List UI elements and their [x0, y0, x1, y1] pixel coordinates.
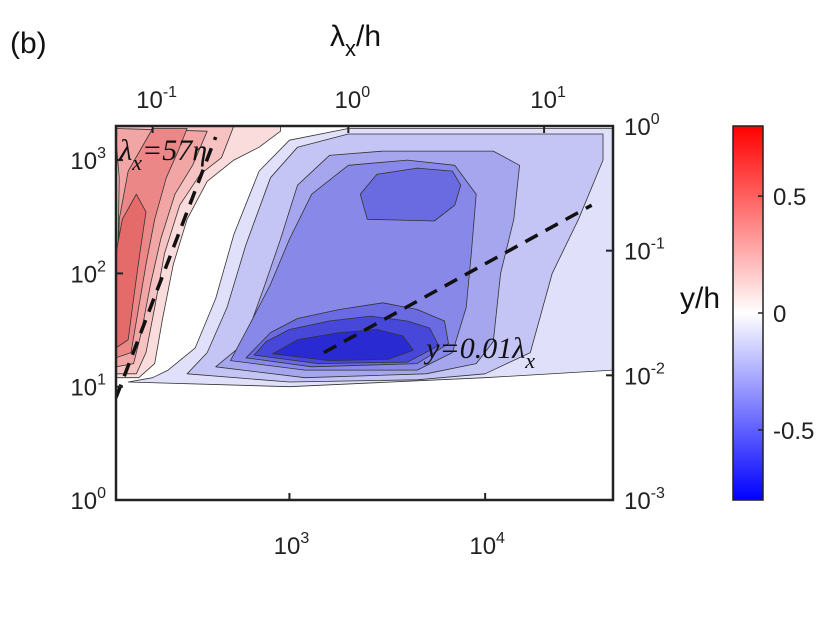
annotation-0: λx=57η [118, 134, 207, 175]
dashed-lines [116, 136, 593, 399]
right-tick-label-3-base: 10 [624, 114, 651, 141]
annotation-0-rest: =57η [142, 134, 207, 167]
plot-frame [114, 124, 615, 502]
colorbar-ticks: 0.5 0 -0.5 [758, 184, 814, 445]
top-tick-label-2: 101 [530, 84, 566, 114]
right-tick-label-3: 100 [624, 111, 660, 141]
colorbar-tick-label-2: -0.5 [773, 418, 814, 445]
top-axis-label-base: λ [330, 20, 345, 53]
right-tick-label-0-exp: -3 [651, 485, 665, 502]
top-axis-label-sub: x [345, 36, 356, 61]
dashed-line-0 [116, 136, 218, 399]
y-tick-label-3-exp: 3 [97, 145, 106, 162]
top-tick-label-0-exp: -1 [163, 84, 177, 101]
x-tick-label-0-base: 10 [274, 533, 301, 560]
top-tick-label-1: 100 [335, 84, 371, 114]
x-tick-label-0-exp: 3 [300, 530, 309, 547]
right-tick-label-1-base: 10 [624, 363, 651, 390]
top-tick-label-0-base: 10 [136, 87, 163, 114]
y-tick-label-0-base: 10 [70, 488, 97, 515]
annotation-1-base: y=0.01λ [423, 332, 525, 365]
y-tick-label-3: 103 [70, 145, 106, 175]
panel-label: (b) [10, 27, 47, 60]
right-axis-label: y/h [680, 282, 720, 315]
colorbar-tick-label-0: 0.5 [773, 184, 806, 211]
top-tick-label-2-base: 10 [530, 87, 557, 114]
top-tick-label-1-exp: 0 [361, 84, 370, 101]
x-tick-label-0: 103 [274, 530, 310, 560]
top-axis-label-rest: /h [356, 20, 381, 53]
annotation-1-sub: x [524, 348, 535, 373]
y-tick-label-0-exp: 0 [97, 485, 106, 502]
contour-bands [116, 126, 613, 388]
x-tick-label-1-exp: 4 [496, 530, 505, 547]
x-tick-label-1: 104 [469, 530, 505, 560]
right-tick-label-2-base: 10 [624, 239, 651, 266]
top-tick-label-0: 10-1 [136, 84, 177, 114]
top-tick-label-2-exp: 1 [557, 84, 566, 101]
right-tick-label-0-base: 10 [624, 488, 651, 515]
right-tick-label-1-exp: -2 [651, 360, 665, 377]
contour-band-12 [116, 193, 147, 349]
y-tick-label-3-base: 10 [70, 148, 97, 175]
top-axis-label: λx/h [330, 20, 381, 61]
x-tick-label-1-base: 10 [469, 533, 496, 560]
y-tick-label-2: 102 [70, 258, 106, 288]
y-tick-label-1-exp: 1 [97, 372, 106, 389]
contour-band-11 [116, 128, 188, 359]
right-tick-label-1: 10-2 [624, 360, 665, 390]
dashed-line-1 [323, 203, 593, 355]
y-tick-label-2-exp: 2 [97, 258, 106, 275]
y-tick-label-1-base: 10 [70, 375, 97, 402]
annotation-0-sub: x [131, 150, 142, 175]
right-tick-label-0: 10-3 [624, 485, 665, 515]
right-tick-label-2-exp: -1 [651, 236, 665, 253]
top-tick-label-1-base: 10 [335, 87, 362, 114]
y-tick-label-0: 100 [70, 485, 106, 515]
right-tick-label-2: 10-1 [624, 236, 665, 266]
annotation-1: y=0.01λx [423, 332, 535, 373]
y-tick-label-2-base: 10 [70, 261, 97, 288]
plot-area [116, 126, 613, 500]
contour-band-5 [359, 167, 462, 222]
y-tick-label-1: 101 [70, 372, 106, 402]
colorbar-tick-label-1: 0 [773, 301, 786, 328]
right-tick-label-3-exp: 0 [651, 111, 660, 128]
annotation-0-base: λ [118, 134, 132, 167]
contour-band-7 [272, 329, 414, 362]
